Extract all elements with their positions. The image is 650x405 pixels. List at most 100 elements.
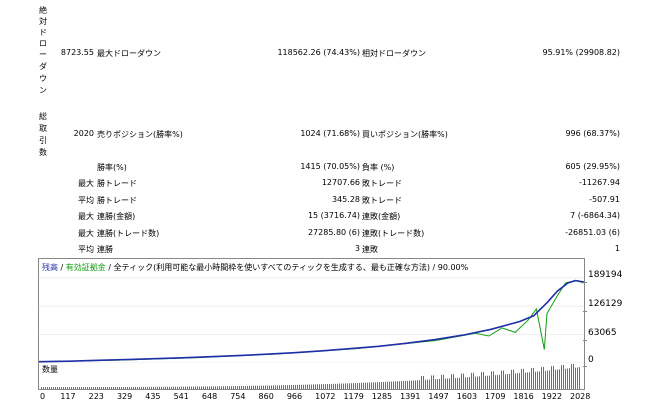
volume-bar: [437, 379, 438, 389]
volume-bar: [225, 386, 226, 389]
volume-bar: [445, 378, 446, 389]
volume-bar: [341, 383, 342, 389]
volume-bar: [269, 385, 270, 389]
volume-bar: [431, 375, 432, 389]
volume-bar: [107, 386, 108, 389]
stats-value: 3: [354, 244, 360, 253]
volume-bar: [329, 383, 330, 389]
x-tick-label: 2028: [570, 392, 591, 401]
volume-bar: [203, 386, 204, 389]
volume-bar: [153, 386, 154, 389]
volume-bar: [369, 382, 370, 389]
volume-bar: [559, 369, 560, 389]
volume-bar: [535, 371, 536, 389]
volume-bar: [199, 386, 200, 389]
volume-bar: [335, 383, 336, 389]
volume-bar: [415, 380, 416, 389]
side-char: ウ: [39, 74, 47, 83]
volume-plot: [41, 363, 580, 389]
volume-bar: [577, 367, 578, 389]
volume-bar: [163, 386, 164, 389]
stats-prefix: 2020: [73, 129, 94, 138]
volume-bar: [85, 386, 86, 389]
volume-bar: [353, 383, 354, 389]
volume-bar: [69, 386, 70, 389]
volume-bar: [561, 365, 562, 389]
volume-bar: [547, 370, 548, 389]
volume-bar: [511, 369, 512, 389]
stats-label: 勝トレード: [97, 196, 137, 205]
volume-bar: [447, 378, 448, 389]
volume-bar: [41, 387, 42, 389]
volume-bar: [119, 386, 120, 389]
volume-bar: [177, 386, 178, 389]
volume-bar: [259, 385, 260, 389]
volume-bar: [461, 373, 462, 389]
volume-bar: [575, 367, 576, 389]
stats-label-right: 買いポジション(勝率%): [362, 130, 448, 139]
stats-prefix: 平均: [78, 245, 94, 254]
volume-bar: [509, 373, 510, 389]
volume-bar: [375, 382, 376, 389]
volume-bar: [45, 387, 46, 389]
volume-bar: [363, 382, 364, 389]
volume-bar: [319, 384, 320, 389]
y-tick-label: 0: [588, 355, 594, 365]
volume-bar: [167, 386, 168, 389]
volume-bar: [425, 379, 426, 389]
volume-bar: [417, 380, 418, 389]
volume-bar: [187, 386, 188, 389]
x-tick-label: 754: [230, 392, 246, 401]
volume-bar: [103, 386, 104, 389]
stats-label: 勝率(%): [97, 163, 127, 172]
volume-bar: [255, 385, 256, 389]
volume-bar: [473, 372, 474, 389]
volume-bar: [481, 372, 482, 389]
volume-bar: [573, 363, 574, 389]
volume-bar: [477, 376, 478, 389]
volume-bar: [61, 386, 62, 389]
volume-bar: [295, 384, 296, 389]
volume-bar: [169, 386, 170, 389]
side-char: 数: [39, 148, 47, 157]
volume-bar: [197, 386, 198, 389]
volume-bar: [175, 386, 176, 389]
volume-bar: [475, 376, 476, 389]
volume-bar: [449, 378, 450, 389]
volume-bar: [65, 386, 66, 389]
volume-bar: [393, 381, 394, 389]
volume-bar: [155, 386, 156, 389]
volume-bar: [279, 385, 280, 389]
x-tick-label: 1603: [456, 392, 478, 401]
volume-bar: [129, 386, 130, 389]
volume-bar: [137, 386, 138, 389]
volume-bar: [211, 386, 212, 389]
volume-bar: [411, 380, 412, 389]
balance-chart: 残高 / 有効証拠金 / 全ティック(利用可能な最小時間枠を使いすべてのティック…: [38, 258, 585, 368]
volume-bar: [263, 385, 264, 389]
side-char: ド: [39, 28, 47, 37]
volume-bar: [569, 368, 570, 389]
volume-bar: [205, 386, 206, 389]
volume-bar: [399, 381, 400, 389]
volume-bar: [55, 386, 56, 389]
volume-bar: [251, 385, 252, 389]
volume-bar: [467, 377, 468, 389]
volume-bar: [439, 378, 440, 389]
stats-label-right: 敗トレード: [362, 179, 402, 188]
volume-bar: [59, 386, 60, 389]
side-char: ロ: [39, 39, 47, 48]
volume-bar: [201, 386, 202, 389]
stats-label: 最大ドローダウン: [97, 49, 161, 58]
stats-prefix: 最大: [78, 179, 94, 188]
side-char: ー: [39, 50, 47, 59]
volume-bar: [513, 369, 514, 389]
volume-bar: [385, 381, 386, 389]
volume-bar: [161, 386, 162, 389]
volume-bar: [135, 386, 136, 389]
volume-bar: [49, 386, 50, 389]
volume-bar: [315, 384, 316, 389]
volume-bar: [555, 369, 556, 389]
volume-bar: [407, 380, 408, 389]
stats-value-right: 996 (68.37%): [565, 129, 620, 138]
